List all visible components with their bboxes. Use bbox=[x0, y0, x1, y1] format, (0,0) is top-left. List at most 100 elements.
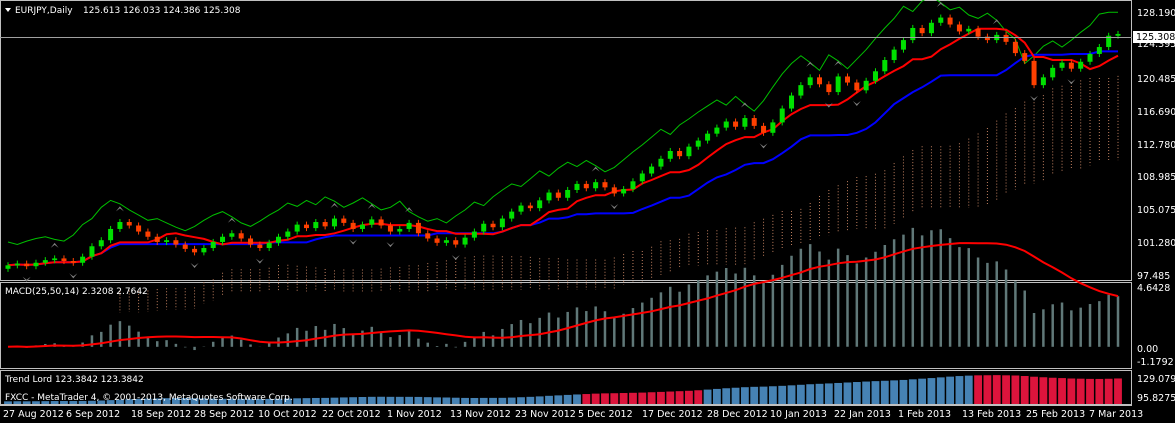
candle-body bbox=[1115, 33, 1121, 36]
candle-body bbox=[61, 258, 67, 262]
price-tick: 101.280 bbox=[1137, 238, 1175, 249]
current-price-label: 125.308 bbox=[1136, 32, 1175, 43]
fractal-markers bbox=[22, 1, 1076, 282]
candle-body bbox=[705, 133, 711, 141]
fractal-down-icon bbox=[22, 276, 31, 282]
candle-body bbox=[761, 125, 767, 133]
fractal-down-icon bbox=[824, 102, 833, 108]
fractal-up-icon bbox=[405, 207, 414, 213]
fractal-down-icon bbox=[1030, 95, 1039, 101]
candle-body bbox=[154, 236, 160, 242]
ichimoku-cloud bbox=[119, 75, 1119, 313]
candle-body bbox=[108, 228, 114, 241]
macd-panel[interactable] bbox=[0, 282, 1132, 369]
candle-body bbox=[145, 231, 151, 237]
candle-body bbox=[630, 181, 636, 190]
fractal-up-icon bbox=[740, 102, 749, 108]
candle-body bbox=[257, 244, 263, 249]
candle-body bbox=[1096, 47, 1102, 54]
chart-title-bar: EURJPY,Daily 125.613 126.033 124.386 125… bbox=[5, 6, 241, 16]
candle-body bbox=[42, 260, 48, 263]
candle-body bbox=[509, 211, 515, 219]
chikou-line bbox=[7, 0, 1118, 246]
candle-body bbox=[919, 27, 925, 34]
candle-body bbox=[331, 218, 337, 227]
price-tick: 120.485 bbox=[1137, 74, 1175, 85]
candle-body bbox=[872, 71, 878, 81]
date-label: 23 Nov 2012 bbox=[515, 409, 576, 420]
trend-lord-histogram bbox=[4, 375, 1122, 404]
date-label: 1 Feb 2013 bbox=[898, 409, 951, 420]
date-label: 10 Oct 2012 bbox=[258, 409, 317, 420]
fractal-up-icon bbox=[330, 202, 339, 208]
candle-body bbox=[499, 218, 505, 228]
date-label: 6 Sep 2012 bbox=[66, 409, 120, 420]
candle-body bbox=[789, 95, 795, 109]
date-label: 22 Jan 2013 bbox=[834, 409, 891, 420]
date-label: 5 Dec 2012 bbox=[578, 409, 633, 420]
fractal-up-icon bbox=[992, 19, 1001, 25]
candle-body bbox=[378, 219, 384, 226]
price-tick: 124.395 bbox=[1137, 39, 1175, 50]
candle-body bbox=[658, 158, 664, 167]
candle-body bbox=[490, 223, 496, 228]
candle-body bbox=[238, 233, 244, 239]
price-tick: 116.690 bbox=[1137, 107, 1175, 118]
date-label: 10 Jan 2013 bbox=[770, 409, 827, 420]
candle-body bbox=[639, 173, 645, 182]
candle-body bbox=[266, 242, 272, 249]
candle-body bbox=[276, 236, 282, 243]
fractal-down-icon bbox=[1067, 79, 1076, 85]
fractal-down-icon bbox=[759, 143, 768, 149]
candle-body bbox=[882, 60, 888, 72]
candle-body bbox=[975, 28, 981, 37]
candle-body bbox=[415, 222, 421, 234]
candle-body bbox=[686, 146, 692, 157]
trend-lord-title: Trend Lord 123.3842 123.3842 bbox=[4, 375, 144, 385]
candle-body bbox=[313, 222, 319, 229]
candle-body bbox=[518, 205, 524, 212]
candle-body bbox=[770, 122, 776, 133]
candle-body bbox=[602, 182, 608, 188]
fractal-up-icon bbox=[834, 60, 843, 66]
candle-body bbox=[136, 225, 142, 232]
candle-body bbox=[359, 224, 365, 229]
fractal-up-icon bbox=[227, 217, 236, 223]
candle-body bbox=[462, 237, 468, 245]
price-axis[interactable]: 128.190 124.395 120.485 116.690 112.780 … bbox=[1133, 8, 1175, 282]
candle-body bbox=[611, 187, 617, 194]
fractal-down-icon bbox=[190, 262, 199, 268]
candle-body bbox=[910, 27, 916, 41]
candle-body bbox=[779, 108, 785, 123]
candle-body bbox=[397, 228, 403, 232]
date-label: 18 Sep 2012 bbox=[131, 409, 191, 420]
indicator-lines bbox=[7, 0, 1119, 267]
dropdown-triangle-icon[interactable] bbox=[5, 8, 11, 12]
candle-body bbox=[807, 77, 813, 86]
candle-body bbox=[583, 183, 589, 189]
main-price-panel[interactable] bbox=[0, 0, 1132, 281]
candle-body bbox=[89, 246, 95, 257]
candle-body bbox=[220, 236, 226, 242]
price-tick: 108.985 bbox=[1137, 172, 1175, 183]
candle-body bbox=[33, 262, 39, 267]
candle-body bbox=[1003, 34, 1009, 42]
fractal-up-icon bbox=[115, 206, 124, 212]
candle-body bbox=[947, 17, 953, 25]
candle-body bbox=[192, 248, 198, 253]
kijun-line bbox=[7, 50, 1118, 267]
date-label: 13 Nov 2012 bbox=[450, 409, 511, 420]
trend-lord-panel[interactable] bbox=[0, 370, 1132, 405]
tenkan-line bbox=[7, 27, 1119, 267]
candle-body bbox=[387, 225, 393, 232]
candle-body bbox=[453, 240, 459, 245]
candle-body bbox=[677, 150, 683, 157]
candle-body bbox=[900, 40, 906, 50]
price-tick: 112.780 bbox=[1137, 140, 1175, 151]
candle-body bbox=[891, 49, 897, 61]
candle-body bbox=[210, 241, 216, 249]
date-label: 13 Feb 2013 bbox=[962, 409, 1021, 420]
time-axis[interactable]: 27 Aug 2012 6 Sep 2012 18 Sep 2012 28 Se… bbox=[3, 409, 1143, 420]
candle-body bbox=[928, 22, 934, 34]
